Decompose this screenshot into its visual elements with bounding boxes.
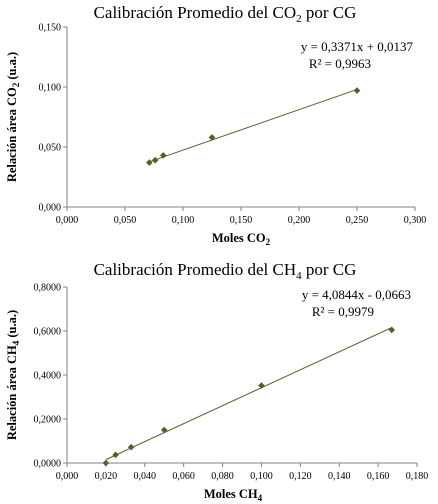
chart-ch4-x-tick-label: 0,180 (406, 471, 429, 482)
chart-co2-x-tick-label: 0,300 (404, 215, 427, 226)
chart-co2-data-point (151, 156, 159, 164)
chart-ch4-y-tick-label: 0,2000 (34, 415, 62, 426)
chart-co2-x-tick-label: 0,000 (56, 215, 79, 226)
chart-co2-data-point (159, 152, 167, 159)
chart-ch4-data-point (388, 326, 396, 334)
chart-ch4-y-tick-label: 0,0000 (34, 459, 62, 470)
chart-co2-data-point (353, 87, 361, 94)
chart-ch4-r2: R² = 0,9979 (312, 304, 374, 319)
chart-co2-y-tick-label: 0,050 (39, 143, 62, 154)
chart-ch4-x-tick-label: 0,060 (172, 471, 195, 482)
chart-co2-x-tick-label: 0,100 (172, 215, 195, 226)
chart-ch4-y-tick-label: 0,4000 (34, 371, 62, 382)
chart-co2-trendline (149, 88, 358, 163)
chart-ch4-x-label: Moles CH4 (204, 487, 263, 503)
chart-ch4-title: Calibración Promedio del CH4 por CG (94, 260, 357, 282)
chart-ch4-data-point (112, 451, 119, 459)
chart-ch4-equation: y = 4,0844x - 0,0663 (302, 287, 411, 302)
chart-co2-y-label: Relación área CO2 (u.a.) (5, 52, 21, 182)
chart-co2-x-tick-label: 0,200 (288, 215, 311, 226)
chart-ch4-x-tick-label: 0,000 (56, 471, 79, 482)
chart-co2-y-tick-label: 0,150 (39, 23, 62, 34)
chart-co2-data-point (208, 134, 216, 141)
chart-ch4-data-point (160, 426, 168, 434)
chart-co2-y-tick-label: 0,000 (39, 203, 62, 214)
chart-co2-r2: R² = 0,9963 (309, 56, 371, 71)
chart-ch4-x-tick-label: 0,140 (328, 471, 351, 482)
chart-co2-x-tick-label: 0,150 (230, 215, 253, 226)
chart-co2-equation: y = 0,3371x + 0,0137 (301, 39, 414, 54)
chart-co2-y-tick-label: 0,100 (39, 83, 62, 94)
chart-ch4-data-point (127, 443, 135, 451)
chart-ch4-data-point (102, 459, 110, 467)
chart-ch4-y-tick-label: 0,6000 (34, 327, 62, 338)
chart-co2-x-label: Moles CO2 (212, 231, 271, 247)
chart-ch4-x-tick-label: 0,020 (95, 471, 118, 482)
chart-ch4-x-tick-label: 0,080 (211, 471, 234, 482)
chart-ch4-x-tick-label: 0,120 (289, 471, 312, 482)
chart-ch4-x-tick-label: 0,160 (367, 471, 390, 482)
chart-ch4: Calibración Promedio del CH4 por CG 0,00… (5, 260, 428, 503)
chart-ch4-x-tick-label: 0,100 (250, 471, 273, 482)
chart-co2-title: Calibración Promedio del CO2 por CG (94, 3, 357, 25)
chart-ch4-x-tick-label: 0,040 (134, 471, 157, 482)
chart-co2-x-tick-label: 0,050 (114, 215, 137, 226)
chart-ch4-trendline (105, 327, 392, 461)
chart-ch4-y-tick-label: 0,8000 (34, 283, 62, 294)
chart-co2-x-tick-label: 0,250 (346, 215, 369, 226)
chart-ch4-data-point (258, 382, 265, 389)
chart-co2-data-point (146, 159, 153, 166)
chart-co2: Calibración Promedio del CO2 por CG 0,00… (5, 3, 426, 247)
chart-ch4-y-label: Relación área CH4 (u.a.) (5, 310, 21, 440)
